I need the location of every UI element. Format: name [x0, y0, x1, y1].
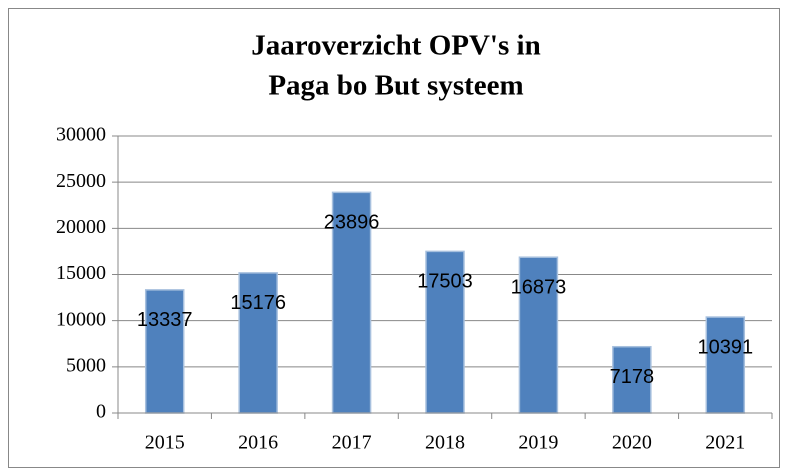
bar — [425, 250, 465, 414]
chart-title: Paga bo But systeem — [268, 70, 523, 102]
y-tick-label: 30000 — [56, 124, 106, 146]
data-label: 16873 — [511, 276, 567, 298]
data-label: 17503 — [417, 271, 473, 293]
bar — [331, 191, 372, 414]
x-tick-label: 2016 — [238, 432, 278, 454]
y-tick-label: 10000 — [56, 308, 106, 330]
y-tick-label: 0 — [96, 401, 106, 423]
y-tick-label: 25000 — [56, 170, 106, 192]
data-label: 13337 — [137, 309, 193, 331]
x-tick-label: 2018 — [425, 432, 465, 454]
y-tick-label: 5000 — [66, 354, 106, 376]
y-tick-label: 15000 — [56, 262, 106, 284]
bar — [518, 256, 559, 414]
x-tick-label: 2015 — [145, 432, 185, 454]
data-label: 7178 — [610, 366, 655, 388]
bar — [705, 316, 746, 414]
x-tick-label: 2021 — [705, 432, 745, 454]
x-tick-label: 2017 — [332, 432, 372, 454]
bar — [612, 345, 652, 414]
chart-title: Jaaroverzicht OPV's in — [251, 30, 540, 62]
x-tick-label: 2020 — [612, 432, 652, 454]
data-label: 10391 — [697, 336, 753, 358]
data-label: 15176 — [230, 292, 286, 314]
x-tick-label: 2019 — [518, 432, 558, 454]
y-tick-label: 20000 — [56, 216, 106, 238]
data-label: 23896 — [324, 212, 380, 234]
